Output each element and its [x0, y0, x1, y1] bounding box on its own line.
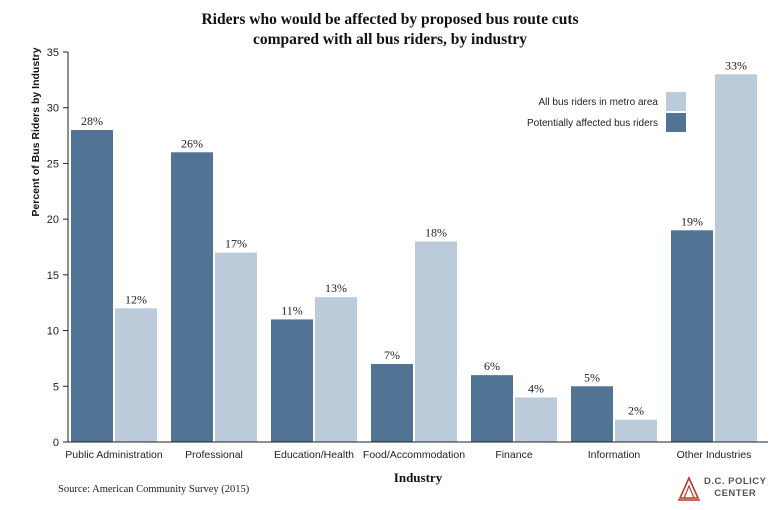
y-tick-label: 5	[53, 381, 59, 393]
bar	[571, 386, 613, 442]
logo-line-1: D.C. POLICY	[704, 476, 767, 487]
data-label: 2%	[628, 404, 644, 418]
bar	[671, 230, 713, 442]
legend: All bus riders in metro area Potentially …	[527, 92, 686, 132]
data-label: 11%	[281, 303, 303, 317]
y-tick-label: 10	[47, 326, 59, 338]
logo-line-2: CENTER	[714, 488, 757, 499]
y-tick-label: 20	[47, 214, 59, 226]
x-tick-label: Professional	[185, 449, 243, 461]
logo-text: D.C. POLICY CENTER	[704, 476, 767, 500]
legend-swatch	[666, 92, 686, 111]
bar	[371, 364, 413, 442]
x-tick-label: Other Industries	[677, 449, 752, 461]
data-label: 13%	[325, 281, 347, 295]
data-label: 5%	[584, 370, 600, 384]
dc-policy-center-logo: D.C. POLICY CENTER	[676, 474, 771, 506]
source-note: Source: American Community Survey (2015)	[58, 484, 250, 495]
legend-label: All bus riders in metro area	[539, 97, 659, 108]
chart-title-line-2: compared with all bus riders, by industr…	[252, 31, 527, 48]
legend-swatch	[666, 113, 686, 132]
bar	[715, 74, 757, 443]
bar	[115, 308, 157, 442]
legend-label: Potentially affected bus riders	[527, 118, 658, 129]
data-label: 17%	[225, 237, 247, 251]
y-tick-label: 15	[47, 270, 59, 282]
bar	[415, 241, 457, 442]
y-axis: 0 5 10 15 20 25 30 35	[47, 47, 69, 449]
capitol-icon	[678, 476, 700, 501]
data-label: 7%	[384, 348, 400, 362]
y-tick-label: 0	[53, 437, 59, 449]
bar	[215, 252, 257, 442]
bar	[315, 297, 357, 442]
y-tick-label: 30	[47, 103, 59, 115]
bar	[171, 152, 213, 443]
data-label: 12%	[125, 292, 147, 306]
x-tick-label: Education/Health	[274, 449, 354, 461]
bar	[515, 397, 557, 442]
y-tick-label: 25	[47, 158, 59, 170]
bar	[271, 319, 313, 442]
x-tick-label: Public Administration	[65, 449, 163, 461]
data-label: 26%	[181, 136, 203, 150]
bars: 28% 12% 26% 17% 11% 13% 7% 18% 6% 4% 5% 2% 19% 33%	[71, 58, 757, 443]
data-label: 4%	[528, 381, 544, 395]
bar	[71, 130, 113, 442]
x-axis: Public Administration Professional Educati…	[65, 441, 768, 461]
y-axis-title: Percent of Bus Riders by Industry	[30, 47, 42, 216]
data-label: 18%	[425, 225, 447, 239]
x-tick-label: Information	[588, 449, 641, 461]
bar	[471, 375, 513, 442]
data-label: 6%	[484, 359, 500, 373]
x-tick-label: Food/Accommodation	[363, 449, 465, 461]
x-tick-label: Finance	[495, 449, 533, 461]
y-tick-label: 35	[47, 47, 59, 59]
data-label: 28%	[81, 114, 103, 128]
bar	[615, 419, 657, 442]
data-label: 33%	[725, 58, 747, 72]
data-label: 19%	[681, 214, 703, 228]
chart-title: Riders who would be affected by proposed…	[0, 10, 780, 50]
x-axis-title: Industry	[394, 470, 443, 485]
chart-title-line-1: Riders who would be affected by proposed…	[201, 11, 579, 28]
